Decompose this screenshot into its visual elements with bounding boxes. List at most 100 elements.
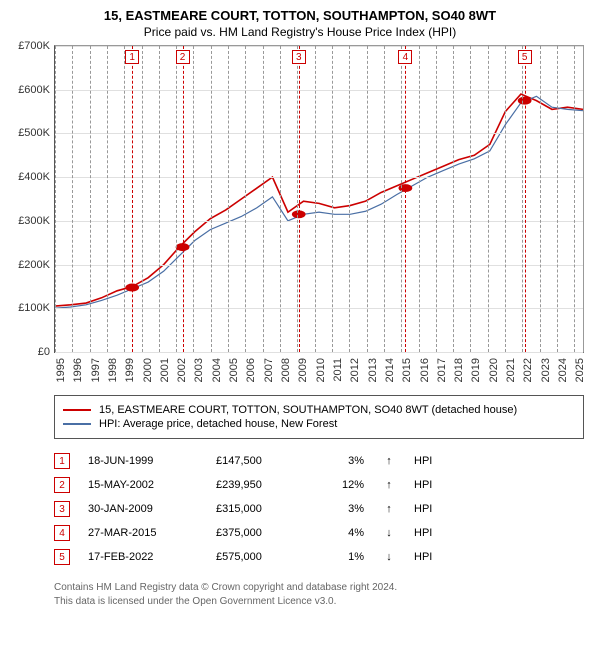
gridline-v: [574, 46, 575, 352]
sale-marker-box: 2: [176, 50, 190, 64]
series-line-property: [55, 94, 583, 306]
gridline-v: [401, 46, 402, 352]
gridline-v: [228, 46, 229, 352]
gridline-v: [557, 46, 558, 352]
sale-marker-line: [405, 46, 406, 352]
x-axis-label: 2011: [332, 358, 344, 382]
gridline-v: [367, 46, 368, 352]
x-axis-label: 1999: [124, 358, 136, 382]
gridline-v: [332, 46, 333, 352]
x-axis-label: 1998: [107, 358, 119, 382]
x-axis-label: 2013: [367, 358, 379, 382]
sale-marker-line: [132, 46, 133, 352]
x-axis-label: 1995: [55, 358, 67, 382]
sale-price: £239,950: [216, 479, 306, 491]
sale-num-box: 5: [54, 549, 70, 565]
gridline-v: [349, 46, 350, 352]
series-line-hpi: [55, 96, 583, 308]
y-axis-label: £600K: [18, 84, 55, 96]
x-axis-label: 2015: [401, 358, 413, 382]
x-axis-label: 2012: [349, 358, 361, 382]
x-axis-label: 1996: [72, 358, 84, 382]
legend-swatch: [63, 423, 91, 425]
plot-region: £0£100K£200K£300K£400K£500K£600K£700K199…: [54, 45, 584, 353]
sale-price: £315,000: [216, 503, 306, 515]
gridline-v: [505, 46, 506, 352]
x-axis-label: 2019: [470, 358, 482, 382]
x-axis-label: 2016: [419, 358, 431, 382]
y-axis-label: £400K: [18, 171, 55, 183]
arrow-icon: ↓: [382, 551, 396, 563]
sale-marker-box: 1: [125, 50, 139, 64]
sale-marker-box: 3: [292, 50, 306, 64]
x-axis-label: 2021: [505, 358, 517, 382]
x-axis-label: 2004: [211, 358, 223, 382]
gridline-v: [159, 46, 160, 352]
y-axis-label: £300K: [18, 215, 55, 227]
sale-row: 330-JAN-2009£315,0003%↑HPI: [54, 497, 584, 521]
x-axis-label: 2005: [228, 358, 240, 382]
sale-num-box: 2: [54, 477, 70, 493]
gridline-v: [211, 46, 212, 352]
sale-num-box: 3: [54, 501, 70, 517]
gridline-v: [453, 46, 454, 352]
x-axis-label: 2008: [280, 358, 292, 382]
gridline-h: [55, 90, 583, 91]
x-axis-label: 2009: [297, 358, 309, 382]
line-layer: [55, 46, 583, 352]
sale-marker-line: [299, 46, 300, 352]
gridline-h: [55, 352, 583, 353]
sale-date: 27-MAR-2015: [88, 527, 198, 539]
sale-row: 427-MAR-2015£375,0004%↓HPI: [54, 521, 584, 545]
gridline-v: [176, 46, 177, 352]
arrow-icon: ↑: [382, 479, 396, 491]
footer-line-1: Contains HM Land Registry data © Crown c…: [54, 581, 584, 595]
sale-marker-box: 5: [518, 50, 532, 64]
gridline-v: [419, 46, 420, 352]
sale-hpi-tag: HPI: [414, 527, 444, 539]
x-axis-label: 2007: [263, 358, 275, 382]
arrow-icon: ↑: [382, 455, 396, 467]
legend: 15, EASTMEARE COURT, TOTTON, SOUTHAMPTON…: [54, 395, 584, 439]
sale-hpi-tag: HPI: [414, 503, 444, 515]
sale-pct: 4%: [324, 527, 364, 539]
sale-marker-line: [183, 46, 184, 352]
gridline-v: [384, 46, 385, 352]
gridline-v: [488, 46, 489, 352]
sales-table: 118-JUN-1999£147,5003%↑HPI215-MAY-2002£2…: [54, 449, 584, 569]
gridline-h: [55, 265, 583, 266]
sale-hpi-tag: HPI: [414, 455, 444, 467]
arrow-icon: ↓: [382, 527, 396, 539]
arrow-icon: ↑: [382, 503, 396, 515]
sale-marker-box: 4: [398, 50, 412, 64]
legend-row: HPI: Average price, detached house, New …: [63, 418, 575, 430]
x-axis-label: 2001: [159, 358, 171, 382]
x-axis-label: 2002: [176, 358, 188, 382]
sale-price: £575,000: [216, 551, 306, 563]
sale-hpi-tag: HPI: [414, 551, 444, 563]
gridline-v: [540, 46, 541, 352]
sale-row: 517-FEB-2022£575,0001%↓HPI: [54, 545, 584, 569]
sale-date: 18-JUN-1999: [88, 455, 198, 467]
x-axis-label: 2025: [574, 358, 586, 382]
x-axis-label: 2006: [245, 358, 257, 382]
gridline-v: [193, 46, 194, 352]
gridline-h: [55, 221, 583, 222]
sale-price: £147,500: [216, 455, 306, 467]
gridline-v: [107, 46, 108, 352]
sale-row: 215-MAY-2002£239,95012%↑HPI: [54, 473, 584, 497]
chart-area: £0£100K£200K£300K£400K£500K£600K£700K199…: [54, 45, 584, 385]
sale-marker-line: [525, 46, 526, 352]
sale-num-box: 1: [54, 453, 70, 469]
sale-hpi-tag: HPI: [414, 479, 444, 491]
y-axis-label: £700K: [18, 40, 55, 52]
chart-subtitle: Price paid vs. HM Land Registry's House …: [10, 25, 590, 39]
gridline-v: [315, 46, 316, 352]
footer-line-2: This data is licensed under the Open Gov…: [54, 595, 584, 609]
sale-price: £375,000: [216, 527, 306, 539]
gridline-v: [522, 46, 523, 352]
x-axis-label: 2003: [193, 358, 205, 382]
gridline-v: [142, 46, 143, 352]
x-axis-label: 2014: [384, 358, 396, 382]
chart-container: 15, EASTMEARE COURT, TOTTON, SOUTHAMPTON…: [0, 0, 600, 616]
